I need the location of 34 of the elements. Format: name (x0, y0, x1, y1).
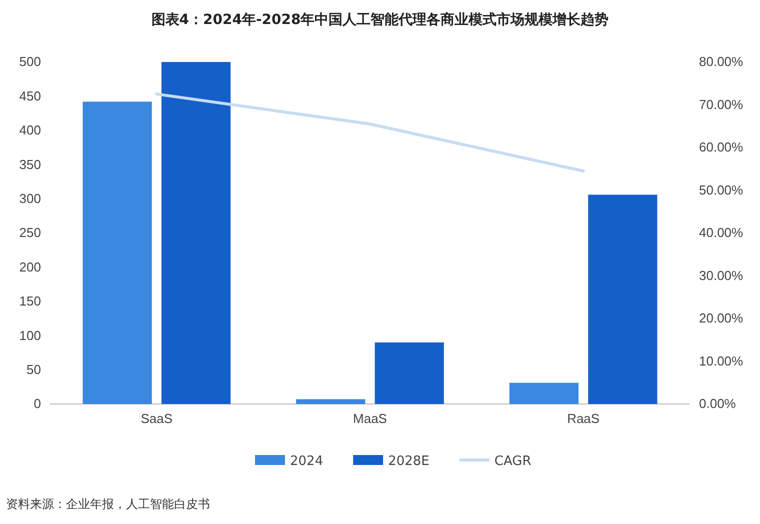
y-tick-label: 450 (19, 88, 41, 104)
x-tick-label: MaaS (353, 411, 388, 426)
bar (509, 382, 579, 404)
y2-tick-label: 20.00% (699, 310, 744, 326)
x-tick-label: RaaS (567, 411, 600, 426)
y2-tick-label: 70.00% (699, 96, 744, 112)
bar (588, 194, 658, 404)
bar (82, 102, 152, 404)
x-tick-label: SaaS (140, 411, 173, 426)
y-tick-label: 100 (19, 328, 41, 343)
legend-label: 2024 (290, 454, 324, 469)
y2-tick-label: 80.00% (699, 54, 744, 70)
y-tick-label: 300 (19, 190, 41, 206)
legend-label: 2028E (388, 454, 430, 469)
bar (296, 399, 366, 404)
bar (374, 342, 444, 404)
y-tick-label: 150 (19, 294, 41, 309)
y-tick-label: 50 (26, 362, 41, 377)
y-tick-label: 200 (19, 259, 41, 274)
y2-tick-label: 50.00% (699, 182, 744, 198)
y2-tick-label: 40.00% (699, 225, 744, 240)
y2-tick-label: 0.00% (699, 396, 736, 412)
y2-tick-label: 30.00% (699, 268, 744, 283)
y-tick-label: 0 (34, 396, 41, 412)
chart-title: 图表4：2024年-2028年中国人工智能代理各商业模式市场规模增长趋势 (151, 11, 609, 28)
y-tick-label: 400 (19, 122, 41, 138)
y2-tick-label: 60.00% (699, 140, 744, 155)
y-tick-label: 500 (19, 54, 41, 70)
legend-label: CAGR (494, 454, 532, 469)
y-tick-label: 350 (19, 156, 41, 172)
bar (161, 62, 231, 404)
y2-tick-label: 10.00% (699, 353, 744, 368)
text: 资料来源：企业年报，人工智能白皮书 (6, 497, 210, 511)
y-tick-label: 250 (19, 225, 41, 240)
